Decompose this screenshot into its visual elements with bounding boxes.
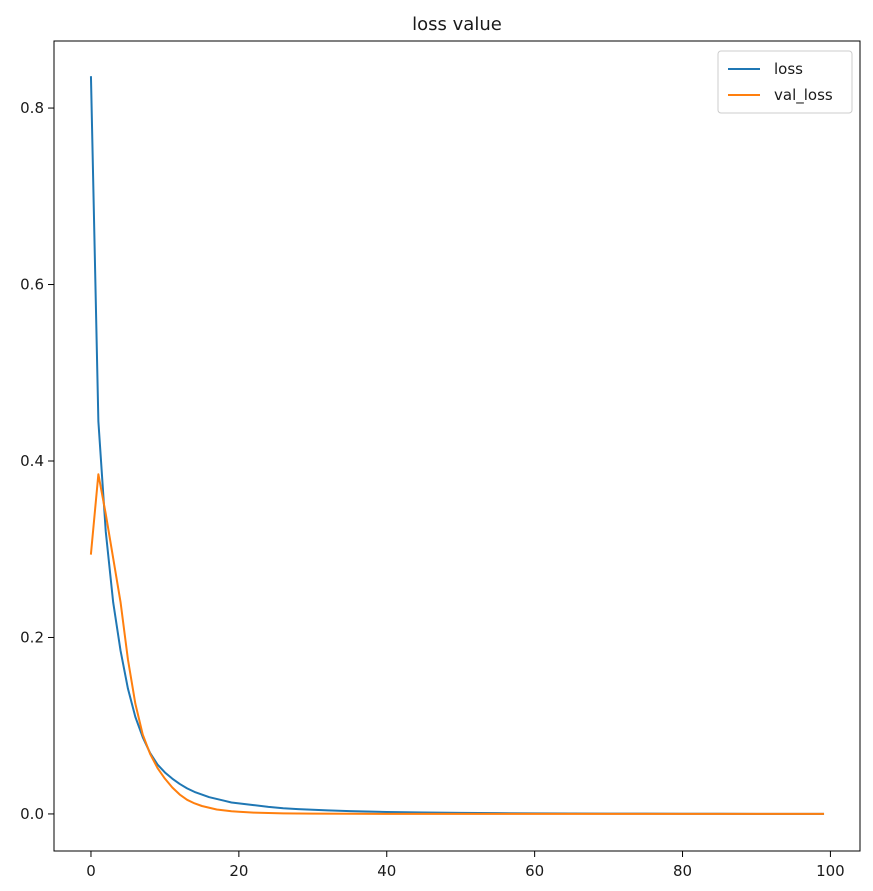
axes-frame bbox=[53, 40, 861, 852]
x-tick-label: 40 bbox=[377, 862, 396, 880]
plot-area bbox=[89, 76, 825, 815]
y-tick-label: 0.8 bbox=[20, 99, 44, 117]
legend-label-val-loss: val_loss bbox=[774, 86, 833, 105]
x-tick-label: 60 bbox=[525, 862, 544, 880]
y-tick-label: 0.6 bbox=[20, 276, 44, 294]
series-line-val-loss bbox=[89, 473, 825, 815]
y-tick-label: 0.4 bbox=[20, 452, 44, 470]
y-tick-label: 0.2 bbox=[20, 628, 44, 646]
chart-title: loss value bbox=[412, 14, 502, 35]
y-axis: 0.0 0.2 0.4 0.6 0.8 bbox=[20, 99, 54, 823]
legend-label-loss: loss bbox=[774, 60, 803, 78]
x-tick-label: 0 bbox=[86, 862, 96, 880]
x-tick-label: 100 bbox=[816, 862, 845, 880]
x-tick-label: 80 bbox=[673, 862, 692, 880]
y-tick-label: 0.0 bbox=[20, 805, 44, 823]
legend-box bbox=[717, 50, 853, 114]
x-tick-label: 20 bbox=[229, 862, 248, 880]
x-axis: 0 20 40 60 80 100 bbox=[86, 851, 845, 880]
legend: loss val_loss bbox=[717, 50, 853, 114]
